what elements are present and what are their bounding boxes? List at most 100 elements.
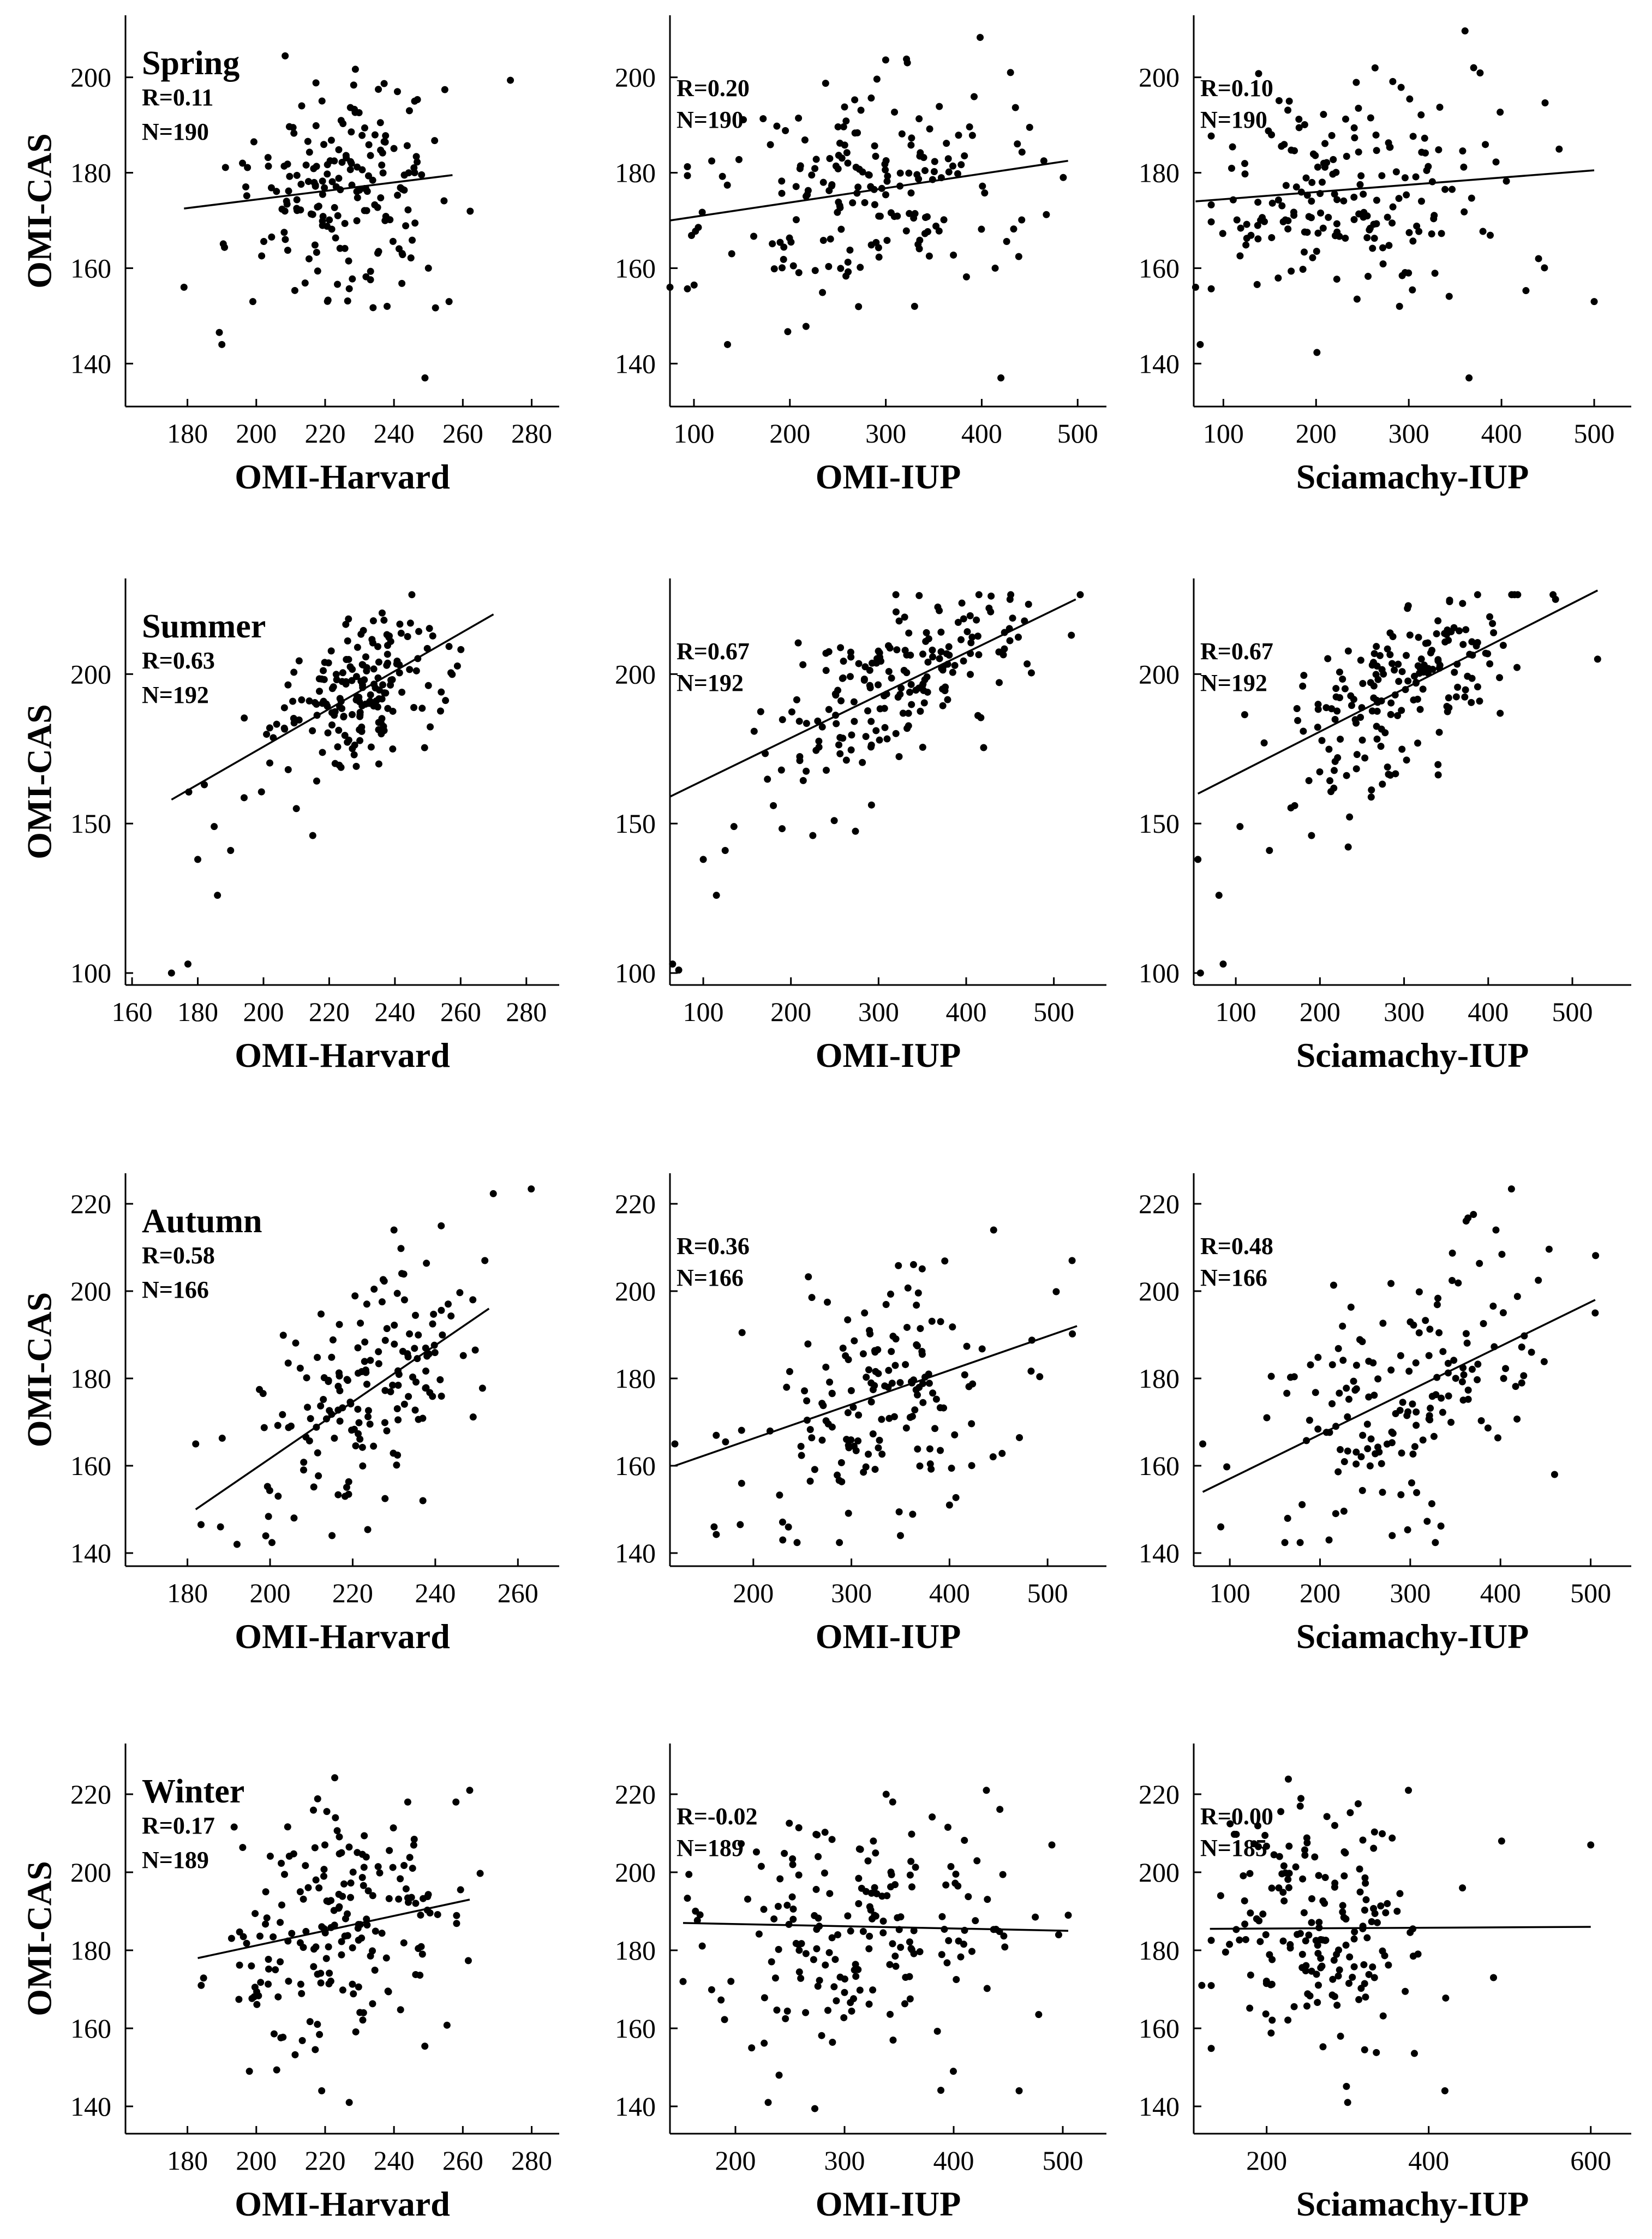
chart-4-data-point: [345, 615, 352, 623]
chart-3-data-point: [1379, 244, 1387, 252]
chart-3-data-point: [1590, 298, 1598, 306]
chart-4-data-point: [384, 659, 392, 667]
chart-3-data-point: [1331, 232, 1339, 240]
chart-3-data-point: [1207, 132, 1215, 140]
chart-3-data-point: [1389, 77, 1397, 85]
chart-12-data-point: [1319, 2043, 1327, 2051]
chart-3-data-point: [1351, 134, 1358, 142]
chart-3-data-point: [1417, 111, 1425, 119]
chart-8-data-point: [914, 1445, 921, 1453]
chart-3-data-point: [1428, 230, 1435, 238]
chart-11-data-point: [693, 1916, 701, 1924]
chart-5-data-point: [960, 657, 967, 665]
chart-11-data-point: [973, 1857, 981, 1865]
chart-12-data-point: [1303, 1839, 1311, 1847]
chart-5-data-point: [842, 756, 850, 764]
chart-3-data-point: [1405, 269, 1412, 277]
chart-1-data-point: [306, 148, 313, 156]
chart-9-data-point: [1462, 1217, 1470, 1225]
chart-7-data-point: [423, 1259, 430, 1267]
chart-12-data-point: [1379, 1947, 1386, 1955]
chart-12-data-point: [1247, 1909, 1254, 1917]
chart-11-data-point: [789, 1855, 797, 1862]
chart-9-data-point: [1455, 1279, 1462, 1287]
chart-4-data-point: [211, 823, 218, 831]
chart-6-data-point: [1299, 682, 1307, 690]
chart-6-data-point: [1344, 843, 1352, 851]
chart-1-data-point: [265, 163, 272, 170]
chart-7-data-point: [352, 1442, 360, 1449]
chart-11-data-point: [873, 1890, 881, 1897]
chart-4-data-point: [331, 760, 339, 767]
chart-2-x-tick-label: 200: [769, 418, 810, 449]
chart-7-data-point: [429, 1320, 436, 1328]
chart-2-data-point: [835, 152, 842, 159]
chart-10-data-point: [443, 2021, 451, 2029]
chart-2-data-point: [779, 264, 786, 272]
chart-11-data-point: [685, 1871, 693, 1878]
chart-9-data-point: [1591, 1309, 1599, 1317]
chart-1-y-tick-label: 200: [70, 62, 111, 93]
chart-4-data-point: [341, 732, 349, 739]
chart-10-data-point: [360, 1864, 368, 1871]
chart-11-data-point: [789, 1915, 797, 1923]
chart-3-data-point: [1207, 285, 1215, 292]
chart-4-x-tick-label: 280: [506, 996, 547, 1027]
chart-12-data-point: [1292, 1863, 1300, 1871]
chart-1-y-tick-label: 180: [70, 158, 111, 188]
chart-2-data-point: [875, 253, 883, 261]
chart-7-data-point: [394, 1416, 402, 1424]
chart-6-n-value: N=192: [1200, 670, 1267, 696]
chart-3-data-point: [1233, 216, 1241, 224]
chart-12-data-point: [1321, 1874, 1329, 1882]
chart-11-data-point: [813, 1945, 821, 1953]
chart-4-x-tick-label: 260: [440, 996, 481, 1027]
chart-7-data-point: [355, 1430, 362, 1437]
chart-4-data-point: [361, 676, 368, 684]
chart-2-data-point: [769, 240, 776, 248]
chart-6-data-point: [1416, 670, 1423, 677]
chart-8-data-point: [882, 1300, 890, 1308]
chart-3-y-tick-label: 140: [1139, 348, 1180, 379]
chart-7-data-point: [381, 1336, 389, 1344]
chart-5-data-point: [1007, 591, 1015, 599]
chart-11-data-point: [1035, 2011, 1043, 2019]
chart-7-data-point: [459, 1352, 467, 1359]
chart-6-data-point: [1489, 620, 1497, 628]
chart-3-data-point: [1363, 234, 1371, 242]
chart-9-data-point: [1427, 1405, 1434, 1412]
chart-1-data-point: [268, 233, 276, 241]
chart-12-data-point: [1284, 1876, 1292, 1883]
chart-9-data-point: [1343, 1384, 1350, 1392]
chart-9-data-point: [1492, 1226, 1500, 1234]
chart-5-data-point: [957, 636, 965, 643]
chart-3-data-point: [1207, 218, 1215, 226]
chart-11-data-point: [802, 2009, 810, 2016]
chart-9-data-point: [1365, 1358, 1373, 1365]
chart-2-data-point: [911, 302, 918, 310]
chart-5-data-point: [867, 801, 875, 809]
chart-8-data-point: [1016, 1434, 1023, 1441]
chart-6-data-point: [1414, 662, 1422, 670]
chart-9-data-point: [1551, 1471, 1558, 1478]
chart-8-data-point: [952, 1494, 960, 1501]
chart-12-y-tick-label: 140: [1139, 2091, 1180, 2122]
chart-5-data-point: [942, 683, 949, 691]
chart-12-data-point: [1282, 1869, 1289, 1877]
chart-9-data-point: [1325, 1536, 1333, 1544]
chart-1-data-point: [282, 52, 289, 59]
chart-3-data-point: [1445, 292, 1453, 300]
chart-4-data-point: [379, 681, 387, 689]
chart-4-data-point: [345, 736, 352, 744]
chart-8-data-point: [808, 1434, 816, 1442]
chart-4-data-point: [324, 729, 332, 737]
chart-3-data-point: [1412, 173, 1420, 181]
chart-5-data-point: [809, 832, 817, 839]
chart-6-data-point: [1497, 709, 1504, 717]
chart-1-data-point: [315, 202, 322, 210]
chart-8-data-point: [871, 1348, 879, 1356]
chart-4-data-point: [404, 632, 411, 640]
chart-11-data-point: [748, 2044, 756, 2052]
chart-3-data-point: [1331, 190, 1338, 198]
chart-3-data-point: [1243, 235, 1250, 242]
